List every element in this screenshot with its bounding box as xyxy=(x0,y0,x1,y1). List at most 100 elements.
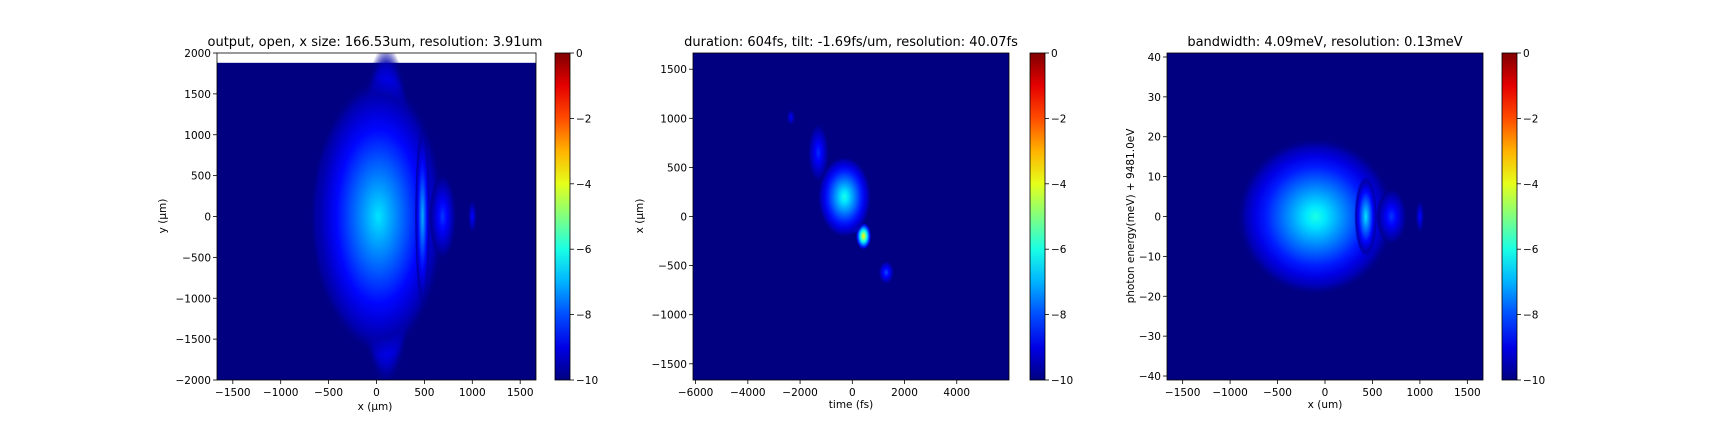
y-tick-label: −500 xyxy=(658,261,687,273)
x-tick-label: 1500 xyxy=(1454,387,1481,399)
heatmap-feature xyxy=(786,109,796,126)
panel-3-xlabel: x (um) xyxy=(1308,399,1343,411)
heatmap-feature xyxy=(817,155,872,239)
colorbar-tick-label: −8 xyxy=(1523,310,1538,322)
y-tick-label: −10 xyxy=(1139,251,1161,263)
panel-1-x-ticks: −1500 −1000 −500 0 500 1000 1500 xyxy=(215,380,534,399)
y-tick-label: −1000 xyxy=(175,293,211,305)
colorbar-tick-label: 0 xyxy=(576,48,583,60)
colorbar-tick-label: −10 xyxy=(576,375,598,387)
x-tick-label: −4000 xyxy=(730,387,766,399)
y-tick-label: 40 xyxy=(1148,52,1161,64)
y-tick-label: 2000 xyxy=(184,48,211,60)
heatmap-feature xyxy=(1235,136,1396,297)
panel-2: duration: 604fs, tilt: -1.69fs/um, resol… xyxy=(634,35,1073,411)
y-tick-label: −20 xyxy=(1139,291,1161,303)
panel-3-title: bandwidth: 4.09meV, resolution: 0.13meV xyxy=(1187,35,1462,50)
panel-2-y-ticks: −1500 −1000 −500 0 500 1000 1500 xyxy=(651,64,693,371)
colorbar-tick-label: 0 xyxy=(1523,48,1530,60)
y-tick-label: 1500 xyxy=(184,89,211,101)
heatmap-feature xyxy=(311,77,446,356)
colorbar-tick-label: −2 xyxy=(1523,113,1538,125)
y-tick-label: −1500 xyxy=(651,359,687,371)
y-tick-label: −1500 xyxy=(175,334,211,346)
y-tick-label: 10 xyxy=(1148,172,1161,184)
panel-2-colorbar: 0 −2 −4 −6 −8 −10 xyxy=(1029,48,1073,387)
colorbar-gradient xyxy=(1029,52,1046,381)
y-tick-label: −40 xyxy=(1139,371,1161,383)
x-tick-label: 0 xyxy=(373,387,380,399)
panel-2-title: duration: 604fs, tilt: -1.69fs/um, resol… xyxy=(684,35,1018,50)
panel-1-ylabel: y (μm) xyxy=(157,199,169,234)
x-tick-label: −1000 xyxy=(263,387,299,399)
colorbar-tick-label: −2 xyxy=(1051,113,1066,125)
heatmap-feature xyxy=(1354,176,1378,257)
x-tick-label: 1000 xyxy=(1407,387,1434,399)
x-tick-label: 4000 xyxy=(943,387,970,399)
y-tick-label: 0 xyxy=(680,212,687,224)
colorbar-tick-label: −10 xyxy=(1523,375,1545,387)
colorbar-tick-label: −4 xyxy=(1523,179,1539,191)
x-tick-label: 1500 xyxy=(507,387,534,399)
heatmap-feature xyxy=(429,173,457,260)
x-tick-label: 0 xyxy=(849,387,856,399)
heatmap-feature xyxy=(878,260,895,285)
y-tick-label: 1000 xyxy=(184,130,211,142)
y-tick-label: 1000 xyxy=(660,113,687,125)
panel-1: output, open, x size: 166.53um, resoluti… xyxy=(157,35,598,413)
heatmap-feature xyxy=(1376,188,1407,245)
y-tick-label: 0 xyxy=(1154,212,1161,224)
colorbar-tick-label: 0 xyxy=(1051,48,1058,60)
heatmap-feature xyxy=(468,200,477,233)
y-tick-label: −500 xyxy=(182,252,211,264)
y-tick-label: −30 xyxy=(1139,331,1161,343)
colorbar-tick-label: −8 xyxy=(576,310,591,322)
x-tick-label: −500 xyxy=(314,387,343,399)
panel-1-title: output, open, x size: 166.53um, resoluti… xyxy=(208,35,543,50)
panel-2-xlabel: time (fs) xyxy=(829,399,873,411)
x-tick-label: −2000 xyxy=(782,387,818,399)
colorbar-tick-label: −2 xyxy=(576,113,591,125)
x-tick-label: −1500 xyxy=(1165,387,1201,399)
panel-1-colorbar: 0 −2 −4 −6 −8 −10 xyxy=(554,48,598,387)
x-tick-label: −500 xyxy=(1263,387,1292,399)
x-tick-label: 500 xyxy=(1362,387,1382,399)
panel-3-y-ticks: −40 −30 −20 −10 0 10 20 30 40 xyxy=(1139,52,1167,383)
panel-1-xlabel: x (μm) xyxy=(358,401,393,413)
colorbar-tick-label: −10 xyxy=(1051,375,1073,387)
colorbar-tick-label: −6 xyxy=(576,244,592,256)
y-tick-label: −1000 xyxy=(651,310,687,322)
panel-3: bandwidth: 4.09meV, resolution: 0.13meV … xyxy=(1125,35,1545,411)
colorbar-gradient xyxy=(1501,52,1518,381)
panel-1-y-ticks: −2000 −1500 −1000 −500 0 500 1000 1500 2000 xyxy=(175,48,217,387)
panel-3-ylabel: photon energy(meV) + 9481.0eV xyxy=(1125,128,1137,304)
y-tick-label: 500 xyxy=(667,162,687,174)
x-tick-label: 0 xyxy=(1322,387,1329,399)
panel-3-x-ticks: −1500 −1000 −500 0 500 1000 1500 xyxy=(1165,380,1481,399)
colorbar-tick-label: −4 xyxy=(1051,179,1067,191)
y-tick-label: 0 xyxy=(204,212,211,224)
colorbar-tick-label: −6 xyxy=(1523,244,1539,256)
y-tick-label: 20 xyxy=(1148,132,1161,144)
y-tick-label: −2000 xyxy=(175,375,211,387)
panel-3-heatmap xyxy=(1166,52,1484,381)
y-tick-label: 30 xyxy=(1148,92,1161,104)
x-tick-label: −6000 xyxy=(678,387,714,399)
colorbar-tick-label: −8 xyxy=(1051,310,1066,322)
x-tick-label: −1000 xyxy=(1212,387,1248,399)
colorbar-tick-label: −4 xyxy=(576,179,592,191)
panel-2-x-ticks: −6000 −4000 −2000 0 2000 4000 xyxy=(678,380,970,399)
panel-3-colorbar: 0 −2 −4 −6 −8 −10 xyxy=(1501,48,1545,387)
colorbar-tick-label: −6 xyxy=(1051,244,1067,256)
panel-2-ylabel: x (μm) xyxy=(634,199,646,234)
x-tick-label: 1000 xyxy=(459,387,486,399)
panel-1-heatmap xyxy=(216,52,537,381)
heatmap-feature xyxy=(807,123,829,183)
colorbar-gradient xyxy=(554,52,571,381)
panel-2-heatmap xyxy=(692,52,1010,381)
y-tick-label: 1500 xyxy=(660,64,687,76)
heatmap-feature xyxy=(1415,200,1425,233)
heatmap-feature xyxy=(414,126,431,307)
x-tick-label: −1500 xyxy=(215,387,251,399)
y-tick-label: 500 xyxy=(191,171,211,183)
